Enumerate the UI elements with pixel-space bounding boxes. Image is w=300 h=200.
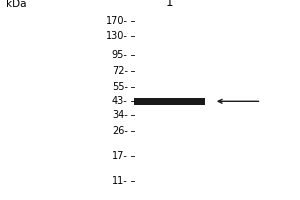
Text: 170-: 170- [106,16,128,26]
Text: 17-: 17- [112,151,128,161]
Bar [134,98,206,104]
Text: kDa: kDa [6,0,26,9]
Text: 55-: 55- [112,82,128,92]
Text: 11-: 11- [112,176,128,186]
Text: 95-: 95- [112,50,128,60]
Text: 72-: 72- [112,66,128,76]
Bar [134,98,206,105]
Text: 34-: 34- [112,110,128,120]
Text: 26-: 26- [112,126,128,136]
Text: 43-: 43- [112,96,128,106]
Text: 130-: 130- [106,31,128,41]
Text: 1: 1 [166,0,173,9]
Bar [134,99,206,104]
